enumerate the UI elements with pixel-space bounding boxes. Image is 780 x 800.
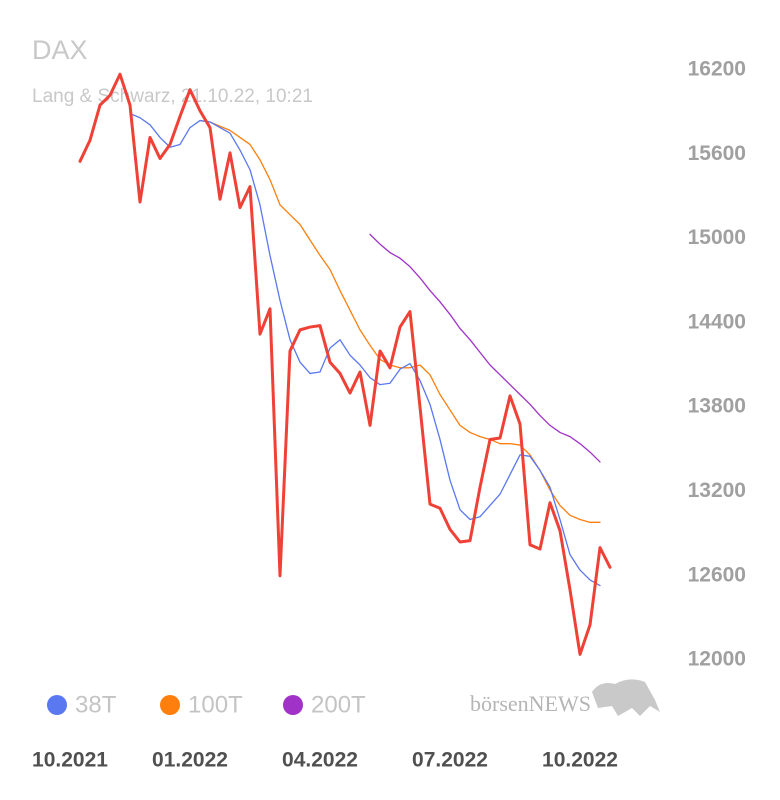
x-tick-label: 10.2021 bbox=[32, 749, 108, 772]
x-tick-label: 01.2022 bbox=[152, 749, 228, 772]
x-tick-label: 04.2022 bbox=[282, 749, 358, 772]
y-tick-label: 15600 bbox=[688, 142, 746, 165]
chart-subtitle: Lang & Schwarz, 21.10.22, 10:21 bbox=[32, 86, 313, 107]
series-line bbox=[78, 72, 612, 656]
watermark: börsenNEWS bbox=[470, 679, 660, 716]
x-tick-label: 10.2022 bbox=[542, 749, 618, 772]
y-tick-label: 13200 bbox=[688, 479, 746, 502]
legend-label: 38T bbox=[75, 691, 117, 718]
watermark-text: börsenNEWS bbox=[470, 691, 591, 716]
y-tick-label: 12600 bbox=[688, 563, 746, 586]
y-tick-label: 12000 bbox=[688, 648, 746, 671]
x-tick-label: 07.2022 bbox=[412, 749, 488, 772]
legend-marker bbox=[283, 695, 303, 715]
y-tick-label: 15000 bbox=[688, 226, 746, 249]
legend-label: 100T bbox=[188, 691, 243, 718]
y-tick-label: 14400 bbox=[688, 310, 746, 333]
chart-title: DAX bbox=[32, 35, 88, 65]
series-line bbox=[369, 233, 601, 463]
legend-label: 200T bbox=[311, 691, 366, 718]
bull-icon bbox=[592, 679, 660, 716]
legend-marker bbox=[160, 695, 180, 715]
y-tick-label: 16200 bbox=[688, 58, 746, 81]
legend-marker bbox=[47, 695, 67, 715]
y-tick-label: 13800 bbox=[688, 395, 746, 418]
